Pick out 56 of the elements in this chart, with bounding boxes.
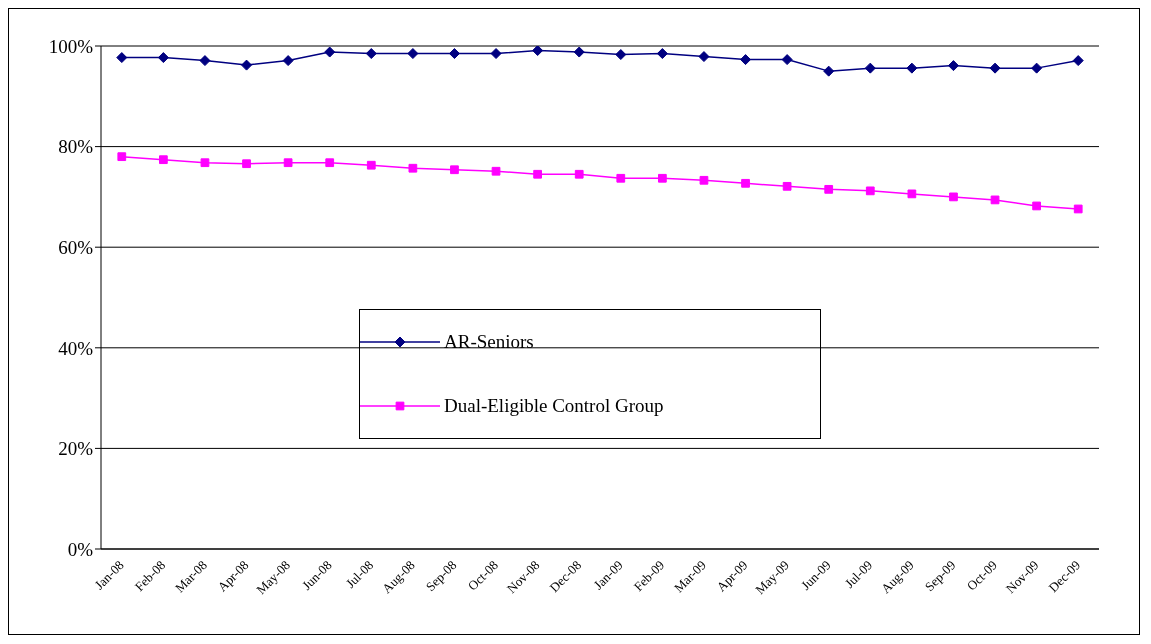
point (448, 48, 460, 60)
point (1031, 62, 1043, 74)
point (698, 51, 710, 63)
point (282, 55, 294, 67)
point (116, 52, 128, 64)
point (615, 49, 627, 61)
point (865, 186, 875, 196)
y-tick-label: 20% (58, 438, 94, 460)
y-tick-label: 40% (58, 337, 94, 359)
point (781, 54, 793, 66)
point (532, 46, 544, 57)
point (658, 173, 667, 183)
point (490, 48, 502, 60)
point (990, 195, 1000, 205)
point (947, 60, 959, 72)
point (241, 59, 253, 71)
point (782, 181, 792, 191)
y-tick-label: 60% (58, 236, 94, 258)
point (159, 155, 168, 165)
point (864, 62, 876, 74)
point (200, 158, 210, 168)
point (117, 152, 127, 162)
point (740, 54, 752, 66)
point (656, 48, 668, 60)
point (242, 159, 251, 169)
point (450, 165, 459, 175)
legend-label: Dual-Eligible Control Group (444, 395, 664, 417)
point (533, 169, 542, 179)
point (1072, 55, 1084, 67)
point (491, 166, 501, 176)
point (324, 46, 336, 58)
point (906, 62, 918, 74)
point (574, 169, 584, 179)
point (325, 158, 335, 168)
point (199, 55, 211, 67)
point (741, 178, 750, 188)
y-tick-label: 0% (67, 538, 94, 560)
point (1073, 204, 1083, 214)
point (1032, 201, 1041, 211)
point (157, 52, 169, 64)
y-tick-label: 100% (48, 35, 94, 57)
point (616, 173, 626, 183)
point (366, 160, 376, 170)
point (824, 184, 834, 194)
point (573, 46, 585, 58)
point (949, 192, 958, 202)
point (699, 175, 709, 185)
y-tick-label: 80% (58, 136, 94, 158)
point (989, 62, 1001, 74)
point (407, 48, 419, 60)
point (283, 158, 293, 168)
legend-label: AR-Seniors (444, 331, 534, 353)
point (907, 189, 917, 199)
point (823, 65, 835, 77)
point (408, 163, 418, 173)
point (365, 48, 377, 60)
